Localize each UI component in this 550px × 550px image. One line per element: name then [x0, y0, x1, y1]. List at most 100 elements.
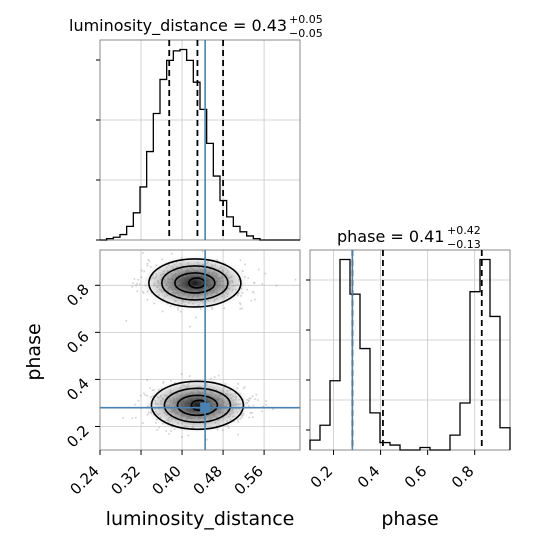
scatter-point [146, 379, 149, 382]
scatter-point [255, 393, 258, 396]
scatter-point [244, 263, 246, 266]
truth-marker [200, 402, 211, 413]
scatter-point [170, 252, 173, 255]
x-axis-label-phase: phase [381, 508, 438, 530]
scatter-point [136, 290, 139, 292]
scatter-point [147, 258, 149, 261]
scatter-point [252, 416, 254, 419]
scatter-point [142, 252, 144, 254]
scatter-point [158, 426, 160, 429]
scatter-point [239, 308, 242, 310]
scatter-point [134, 403, 136, 406]
scatter-point [252, 291, 255, 294]
scatter-point [146, 298, 149, 301]
density-contour [150, 380, 245, 431]
scatter-point [252, 404, 255, 407]
title-phase-minus: −0.13 [447, 238, 481, 251]
y-tick-label: 0.4 [63, 375, 93, 405]
x-tick-label: 0.24 [66, 462, 102, 498]
scatter-point [131, 417, 134, 420]
scatter-point [223, 307, 225, 309]
y-axis-label-phase: phase [23, 323, 45, 380]
scatter-point [135, 416, 137, 419]
scatter-point [161, 258, 163, 261]
scatter-point [250, 412, 252, 414]
x-tick-label: 0.4 [354, 462, 384, 492]
scatter-point [239, 259, 242, 262]
density-blob [142, 377, 253, 434]
scatter-point [257, 399, 259, 401]
density-contour [176, 394, 219, 417]
scatter-point [253, 281, 255, 284]
scatter-point [131, 286, 134, 288]
scatter-point [180, 373, 183, 375]
scatter-point [142, 422, 144, 424]
title-phase-plus: +0.42 [447, 224, 481, 237]
x-tick-label: 0.6 [401, 462, 431, 492]
scatter-point [251, 395, 254, 397]
scatter-point [122, 417, 125, 419]
scatter-point [239, 303, 242, 305]
scatter-point [265, 403, 267, 406]
histogram-step-line [309, 258, 511, 451]
title-luminosity-distance-plus: +0.05 [289, 13, 323, 26]
scatter-point [264, 272, 267, 275]
x-tick-label: 0.40 [149, 462, 185, 498]
scatter-point [181, 436, 183, 438]
scatter-point [139, 394, 142, 397]
title-phase: phase = 0.41 [337, 227, 444, 246]
density-contour [148, 258, 242, 308]
scatter-point [149, 387, 151, 389]
x-tick-label: 0.8 [448, 462, 478, 492]
scatter-point [248, 416, 250, 419]
joint-density-panel: 0.24 0.32 0.40 0.48 0.56 0.2 0.4 0.6 0.8 [63, 249, 301, 498]
density-blob [139, 254, 250, 311]
scatter-point [146, 264, 149, 267]
scatter-point [143, 392, 145, 395]
scatter-point [177, 309, 179, 311]
scatter-point [239, 302, 241, 304]
title-luminosity-distance-minus: −0.05 [289, 27, 323, 40]
scatter-point [254, 398, 256, 401]
scatter-point [252, 291, 254, 293]
histogram-phase: 0.2 0.4 0.6 0.8 [306, 249, 511, 492]
scatter-point [165, 430, 167, 432]
density-contour [161, 265, 229, 301]
scatter-point [262, 405, 265, 408]
scatter-point [254, 298, 256, 301]
scatter-point [294, 278, 297, 281]
y-tick-label: 0.6 [63, 327, 93, 357]
scatter-point [141, 269, 143, 272]
y-tick-label: 0.2 [63, 422, 93, 452]
scatter-point [187, 434, 190, 437]
panel-frame [99, 249, 301, 451]
scatter-point [243, 386, 246, 388]
scatter-point [261, 410, 263, 413]
scatter-point [153, 302, 156, 305]
scatter-point [265, 400, 267, 402]
scatter-point [249, 412, 252, 414]
scatter-point [170, 430, 172, 432]
scatter-point [275, 284, 278, 287]
scatter-point [213, 376, 216, 379]
scatter-point [148, 260, 151, 263]
scatter-point [237, 433, 239, 436]
scatter-point [251, 411, 254, 414]
scatter-point [201, 250, 204, 252]
scatter-point [189, 325, 191, 328]
histogram-step-line [100, 48, 300, 241]
scatter-point [161, 310, 164, 313]
density-contour [174, 272, 216, 294]
panel-frame [99, 39, 301, 241]
scatter-point [179, 310, 182, 313]
scatter-point [242, 387, 245, 390]
x-tick-label: 0.2 [307, 462, 337, 492]
scatter-point [156, 429, 158, 431]
scatter-point [162, 382, 164, 384]
scatter-point [205, 438, 208, 441]
x-axis-label-luminosity-distance: luminosity_distance [106, 508, 295, 530]
histogram-luminosity-distance [96, 39, 301, 241]
scatter-point [168, 433, 170, 435]
scatter-point [133, 278, 136, 280]
